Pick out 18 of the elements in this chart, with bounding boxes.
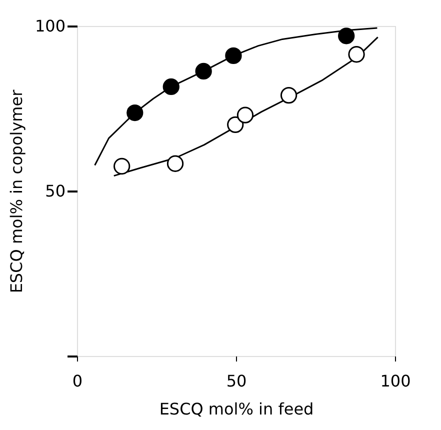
- x-tick-label: 0: [72, 372, 83, 390]
- point: [236, 106, 254, 124]
- point: [195, 62, 212, 80]
- x-tick-label: 100: [380, 372, 411, 390]
- point: [338, 28, 355, 44]
- line-series: [113, 36, 379, 177]
- point: [162, 78, 180, 96]
- point: [348, 46, 365, 63]
- point: [166, 155, 184, 172]
- point: [126, 104, 144, 122]
- point: [225, 47, 242, 64]
- line-series: [94, 27, 378, 166]
- point: [114, 158, 130, 175]
- y-axis-title: ESCQ mol% in copolymer: [6, 89, 26, 294]
- x-tick-label: 50: [226, 372, 247, 390]
- x-axis-title: ESCQ mol% in feed: [159, 400, 314, 418]
- point: [280, 86, 298, 104]
- point: [227, 116, 244, 133]
